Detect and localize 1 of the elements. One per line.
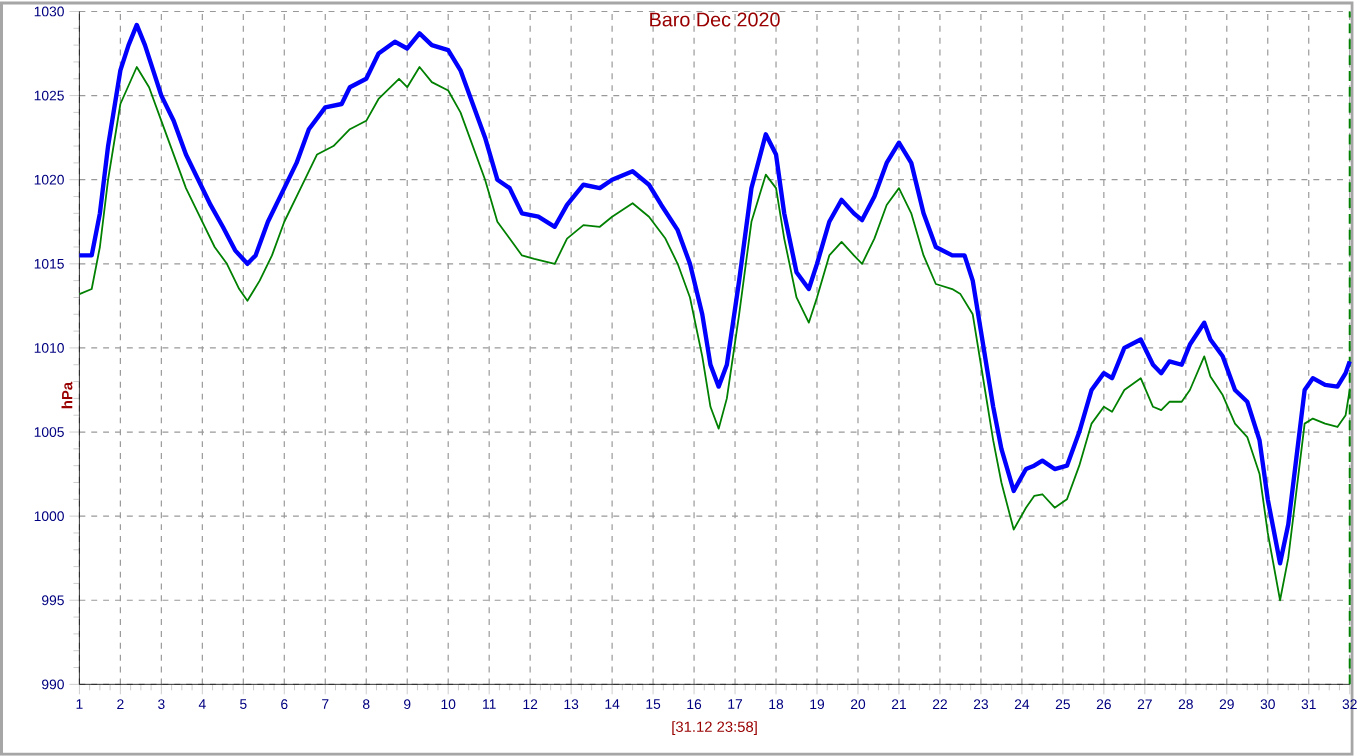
chart-title: Baro Dec 2020 xyxy=(650,12,780,27)
